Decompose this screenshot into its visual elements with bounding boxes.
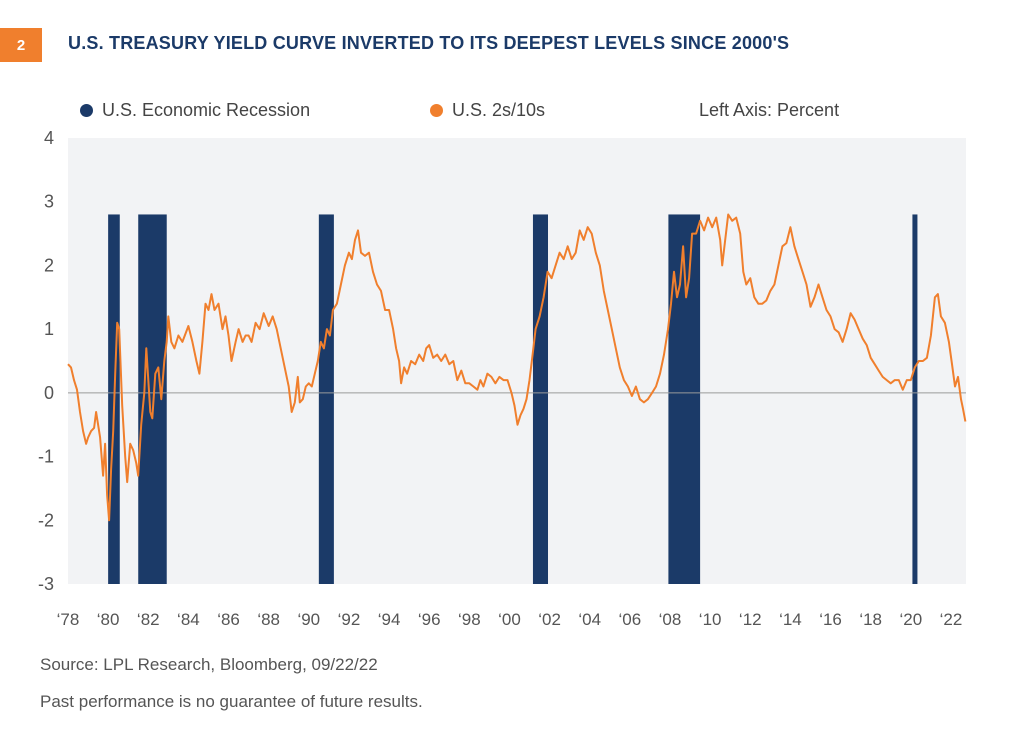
x-tick-label: ‘06 — [619, 610, 642, 629]
axis-note-label: Left Axis: Percent — [699, 100, 840, 120]
x-tick-label: ‘90 — [297, 610, 320, 629]
source-note: Source: LPL Research, Bloomberg, 09/22/2… — [40, 655, 378, 674]
legend-recession-swatch — [80, 104, 93, 117]
x-tick-label: ‘82 — [137, 610, 160, 629]
x-tick-label: ‘02 — [538, 610, 561, 629]
y-tick-label: 0 — [44, 383, 54, 403]
recession-bar — [532, 214, 549, 584]
recession-bar — [138, 214, 167, 584]
legend-axis-note: Left Axis: Percent — [699, 100, 839, 121]
x-tick-label: ‘80 — [97, 610, 120, 629]
recession-bar — [318, 214, 334, 584]
plot-area — [68, 138, 966, 584]
y-tick-label: -3 — [38, 574, 54, 594]
x-tick-label: ‘00 — [498, 610, 521, 629]
x-tick-label: ‘10 — [699, 610, 722, 629]
disclaimer-note: Past performance is no guarantee of futu… — [40, 692, 423, 711]
legend-2s10s-label: U.S. 2s/10s — [452, 100, 546, 120]
recession-bar — [912, 214, 918, 584]
chart-title: U.S. TREASURY YIELD CURVE INVERTED TO IT… — [68, 33, 790, 53]
x-tick-label: ‘04 — [578, 610, 601, 629]
x-tick-label: ‘16 — [819, 610, 842, 629]
y-tick-label: 1 — [44, 319, 54, 339]
x-tick-label: ‘86 — [217, 610, 240, 629]
x-tick-label: ‘78 — [57, 610, 80, 629]
x-tick-label: ‘92 — [338, 610, 361, 629]
figure-number-badge: 2 — [0, 28, 42, 62]
y-tick-label: -1 — [38, 447, 54, 467]
y-tick-label: 2 — [44, 255, 54, 275]
legend-item-recession: U.S. Economic Recession — [80, 100, 310, 121]
x-tick-label: ‘84 — [177, 610, 200, 629]
legend-recession-label: U.S. Economic Recession — [102, 100, 311, 120]
x-tick-label: ‘20 — [899, 610, 922, 629]
x-tick-label: ‘98 — [458, 610, 481, 629]
chart-legend: U.S. Economic Recession U.S. 2s/10s Left… — [80, 100, 980, 126]
x-tick-label: ‘18 — [859, 610, 882, 629]
x-tick-label: ‘22 — [940, 610, 963, 629]
series-line-2s10s — [67, 213, 967, 522]
y-tick-label: -2 — [38, 510, 54, 530]
y-tick-label: 4 — [44, 128, 54, 148]
x-tick-label: ‘14 — [779, 610, 802, 629]
x-tick-label: ‘96 — [418, 610, 441, 629]
x-tick-label: ‘12 — [739, 610, 762, 629]
legend-item-2s10s: U.S. 2s/10s — [430, 100, 545, 121]
legend-2s10s-swatch — [430, 104, 443, 117]
x-tick-label: ‘94 — [378, 610, 401, 629]
chart-svg: 4 3 2 1 0 -1 -2 -3‘78 ‘80 ‘82 ‘84 ‘86 ‘88 ‘90 ‘92 ‘94 ‘9… — [38, 128, 967, 629]
x-tick-label: ‘08 — [659, 610, 682, 629]
x-tick-label: ‘88 — [257, 610, 280, 629]
y-tick-label: 3 — [44, 192, 54, 212]
